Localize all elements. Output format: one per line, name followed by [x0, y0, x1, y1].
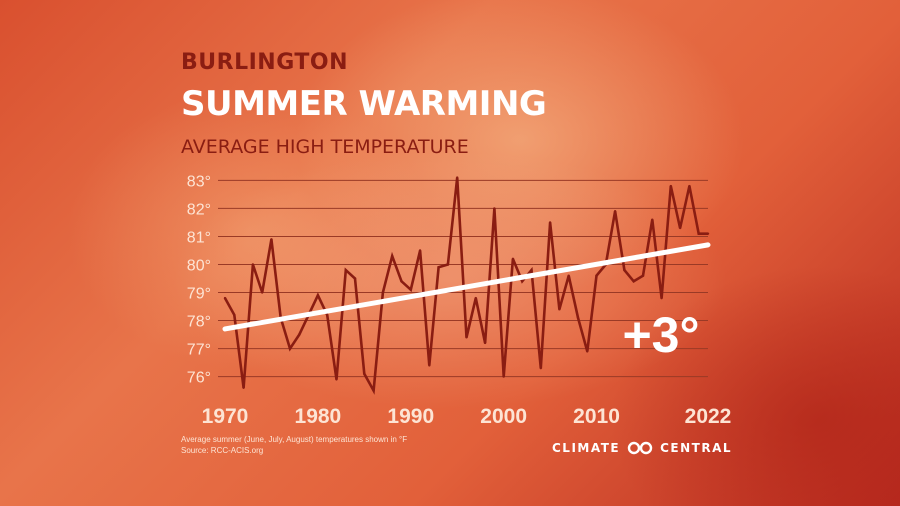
data-point — [511, 257, 515, 261]
data-point — [613, 210, 617, 213]
y-tick-label: 80° — [187, 257, 211, 274]
data-point — [530, 268, 533, 272]
data-point — [586, 350, 589, 353]
data-point — [251, 263, 255, 266]
trend-line — [222, 242, 711, 332]
data-point — [242, 386, 245, 390]
data-point — [706, 232, 710, 235]
x-tick-label: 1970 — [202, 405, 249, 428]
data-point — [381, 291, 385, 294]
data-point — [325, 313, 329, 317]
data-point — [344, 268, 347, 272]
x-tick-label: 2000 — [480, 405, 527, 428]
data-point — [548, 221, 552, 224]
data-point — [335, 378, 338, 381]
data-point — [641, 274, 645, 277]
data-point — [316, 294, 320, 297]
data-point — [623, 268, 626, 272]
data-point — [465, 336, 468, 339]
data-point — [493, 207, 496, 210]
y-tick-label: 82° — [187, 201, 211, 218]
y-tick-label: 78° — [187, 314, 211, 331]
chart-subtitle: AVERAGE HIGH TEMPERATURE — [181, 136, 469, 158]
data-point — [298, 333, 301, 336]
data-point — [418, 249, 422, 252]
data-point — [260, 291, 264, 294]
data-point — [372, 389, 375, 392]
data-point — [660, 296, 663, 300]
infinity-link-icon — [627, 441, 653, 455]
data-point — [474, 296, 477, 300]
y-tick-labels: 76° 77° 78° 79° 80° 81° 82° 83° — [187, 173, 211, 386]
data-point — [576, 316, 580, 319]
chart-title: SUMMER WARMING — [181, 84, 547, 124]
data-point — [651, 218, 654, 221]
data-point — [437, 266, 440, 269]
data-point — [409, 288, 412, 291]
trend-annotation: +3° — [622, 307, 699, 363]
data-point — [400, 280, 403, 283]
y-tick-label: 77° — [187, 342, 211, 359]
y-tick-label: 81° — [187, 229, 211, 246]
data-point — [567, 274, 570, 277]
y-tick-label: 79° — [187, 286, 211, 303]
y-tick-label: 76° — [187, 370, 211, 387]
data-point — [446, 263, 450, 266]
data-point — [233, 313, 236, 317]
y-tick-label: 83° — [187, 173, 211, 190]
data-point — [353, 277, 357, 280]
data-point — [678, 226, 682, 230]
data-point — [595, 274, 598, 277]
data-point — [502, 375, 505, 378]
footnote: Average summer (June, July, August) temp… — [181, 434, 407, 456]
data-point — [288, 347, 292, 350]
data-point — [558, 308, 561, 311]
grid-lines — [218, 179, 708, 378]
data-point — [456, 176, 459, 179]
data-point — [688, 184, 691, 188]
data-point — [223, 296, 227, 300]
x-tick-labels: 1970 1980 1990 2000 2010 2022 — [202, 405, 732, 428]
x-tick-label: 1980 — [295, 405, 342, 428]
data-point — [270, 238, 273, 241]
data-point — [632, 280, 635, 283]
climate-central-logo: CLIMATE CENTRAL — [552, 439, 732, 457]
logo-right-word: CENTRAL — [660, 441, 733, 455]
data-point — [483, 341, 487, 345]
x-tick-label: 2022 — [685, 405, 732, 428]
x-tick-label: 1990 — [387, 405, 434, 428]
data-points — [223, 176, 710, 392]
logo-left-word: CLIMATE — [552, 441, 621, 455]
x-tick-label: 2010 — [573, 405, 620, 428]
data-point — [539, 366, 543, 370]
data-point — [428, 364, 431, 367]
data-point — [669, 184, 673, 188]
footnote-units: Average summer (June, July, August) temp… — [181, 435, 408, 444]
data-point — [521, 280, 524, 283]
data-point — [697, 232, 700, 235]
data-point — [363, 372, 366, 375]
data-point — [390, 254, 394, 258]
city-label: BURLINGTON — [181, 50, 348, 75]
footnote-source: Source: RCC-ACIS.org — [181, 446, 264, 455]
